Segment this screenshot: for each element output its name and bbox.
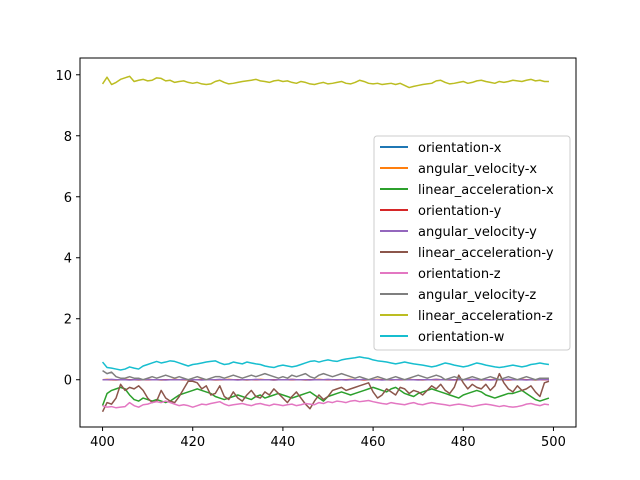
x-tick-label: 440 <box>270 435 295 450</box>
y-tick-label: 4 <box>64 252 72 267</box>
x-tick-label: 420 <box>180 435 205 450</box>
x-tick-label: 400 <box>90 435 115 450</box>
series-line-angular_velocity-z <box>102 369 549 381</box>
y-tick-label: 8 <box>64 130 72 145</box>
legend-label-orientation-x: orientation-x <box>418 141 502 156</box>
x-tick-label: 460 <box>361 435 386 450</box>
legend-label-orientation-z: orientation-z <box>418 267 501 282</box>
x-axis: 400 420 440 460 480 500 <box>90 427 566 450</box>
legend-box <box>373 135 571 351</box>
legend-label-linear_acceleration-x: linear_acceleration-x <box>418 183 554 198</box>
axes-frame <box>79 57 577 428</box>
series-line-orientation-w <box>101 356 550 371</box>
legend-label-angular_velocity-x: angular_velocity-x <box>418 162 537 177</box>
series-line-linear_acceleration-z <box>101 75 549 89</box>
x-tick-label: 480 <box>451 435 476 450</box>
series-layer <box>101 75 550 413</box>
legend-label-orientation-y: orientation-y <box>418 204 502 219</box>
series-line-angular_velocity-y <box>102 378 549 381</box>
y-tick-label: 0 <box>64 374 72 389</box>
legend: orientation-x angular_velocity-x linear_ac… <box>373 135 571 351</box>
plot-area <box>79 57 577 428</box>
series-line-orientation-z <box>102 399 550 409</box>
legend-label-orientation-w: orientation-w <box>418 330 505 345</box>
legend-label-angular_velocity-y: angular_velocity-y <box>418 225 537 240</box>
legend-label-linear_acceleration-z: linear_acceleration-z <box>418 309 553 324</box>
y-tick-label: 2 <box>64 313 72 328</box>
legend-label-linear_acceleration-y: linear_acceleration-y <box>418 246 554 261</box>
x-tick-label: 500 <box>541 435 566 450</box>
y-tick-label: 10 <box>55 69 72 84</box>
series-line-linear_acceleration-y <box>101 372 550 413</box>
y-tick-label: 6 <box>64 191 72 206</box>
legend-label-angular_velocity-z: angular_velocity-z <box>418 288 536 303</box>
y-axis: 0 2 4 6 8 10 <box>55 69 80 389</box>
